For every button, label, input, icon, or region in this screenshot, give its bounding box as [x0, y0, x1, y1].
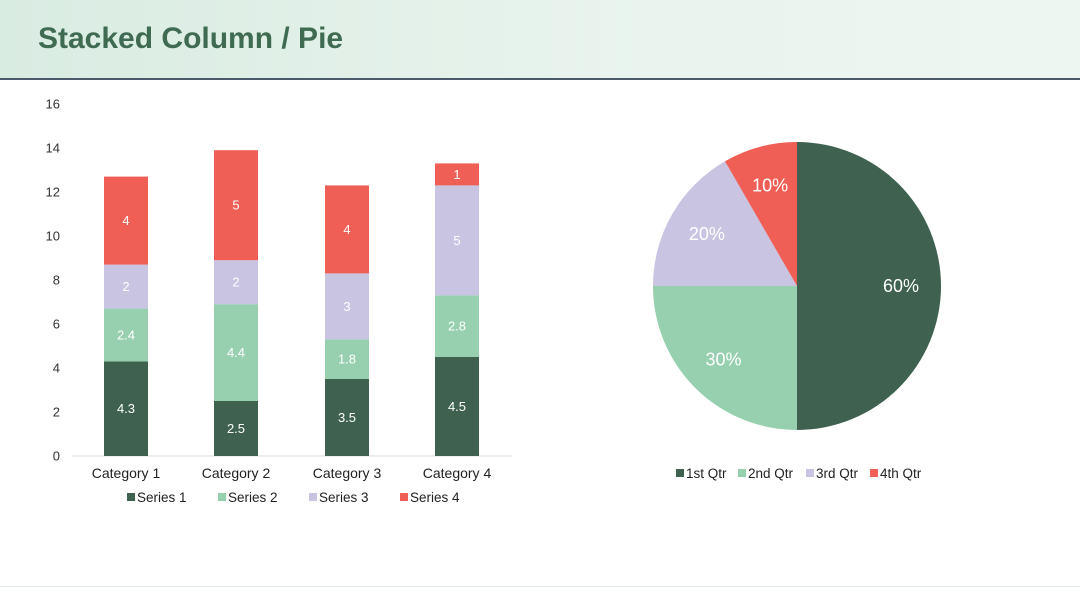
legend-swatch	[127, 493, 135, 501]
data-label: 1	[453, 167, 460, 182]
bar-segment	[214, 260, 258, 305]
y-tick-label: 0	[53, 449, 60, 464]
bar-segment	[325, 339, 369, 379]
data-label: 2.4	[117, 328, 135, 343]
y-tick-label: 6	[53, 317, 60, 332]
y-tick-label: 16	[46, 97, 60, 112]
pie-slice	[653, 161, 797, 286]
category-label: Category 4	[423, 465, 492, 481]
data-label: 2	[122, 279, 129, 294]
pie-value-label: 30%	[705, 350, 741, 370]
legend-entry: Series 3	[319, 490, 369, 505]
data-label: 4	[122, 213, 129, 228]
data-label: 2	[232, 275, 239, 290]
data-label: 3	[343, 299, 350, 314]
legend-swatch	[309, 493, 317, 501]
y-tick-label: 2	[53, 405, 60, 420]
legend-swatch	[400, 493, 408, 501]
legend-entry: 3rd Qtr	[816, 466, 859, 481]
data-label: 3.5	[338, 410, 356, 425]
pie-value-label: 10%	[752, 176, 788, 196]
data-label: 4.5	[448, 399, 466, 414]
y-tick-label: 10	[46, 229, 60, 244]
bar-segment	[435, 357, 479, 456]
y-tick-label: 12	[46, 185, 60, 200]
bar-segment	[325, 185, 369, 274]
legend-swatch	[806, 469, 814, 477]
pie-value-label: 20%	[689, 224, 725, 244]
bar-segment	[435, 163, 479, 186]
bar-segment	[104, 361, 148, 456]
bar-segment	[104, 308, 148, 362]
pie-slice	[653, 286, 797, 430]
legend-swatch	[676, 469, 684, 477]
legend-entry: 4th Qtr	[880, 466, 922, 481]
y-tick-label: 14	[46, 141, 60, 156]
bar-segment	[325, 379, 369, 456]
page-title: Stacked Column / Pie	[38, 22, 344, 55]
category-label: Category 2	[202, 465, 271, 481]
data-label: 4.3	[117, 401, 135, 416]
bar-segment	[214, 304, 258, 401]
data-label: 1.8	[338, 352, 356, 367]
data-label: 4.4	[227, 345, 245, 360]
legend-entry: Series 4	[410, 490, 460, 505]
pie-chart: 60% 30% 20% 10% 1st Qtr 2nd Qtr 3rd Qtr 4th Qtr	[653, 142, 941, 481]
data-label: 2.8	[448, 319, 466, 334]
bar-segment	[214, 150, 258, 261]
slide-header: Stacked Column / Pie	[0, 0, 1080, 80]
category-label: Category 1	[92, 465, 161, 481]
y-tick-label: 4	[53, 361, 60, 376]
y-tick-label: 8	[53, 273, 60, 288]
data-label: 5	[232, 198, 239, 213]
bar-segment	[214, 401, 258, 456]
bar-segment	[325, 273, 369, 340]
data-label: 4	[343, 222, 350, 237]
legend-swatch	[218, 493, 226, 501]
pie-slice	[797, 142, 941, 430]
data-label: 5	[453, 233, 460, 248]
footer-divider	[0, 586, 1080, 587]
legend-entry: Series 2	[228, 490, 278, 505]
legend-entry: 2nd Qtr	[748, 466, 794, 481]
pie-slice	[725, 142, 797, 286]
bar-segment	[104, 264, 148, 309]
bar-segment	[435, 185, 479, 296]
legend-swatch	[870, 469, 878, 477]
bar-segment	[104, 176, 148, 265]
legend-entry: Series 1	[137, 490, 187, 505]
pie-value-label: 60%	[883, 276, 919, 296]
category-label: Category 3	[313, 465, 382, 481]
bar-segment	[435, 295, 479, 357]
legend-swatch	[738, 469, 746, 477]
legend-entry: 1st Qtr	[686, 466, 727, 481]
data-label: 2.5	[227, 421, 245, 436]
